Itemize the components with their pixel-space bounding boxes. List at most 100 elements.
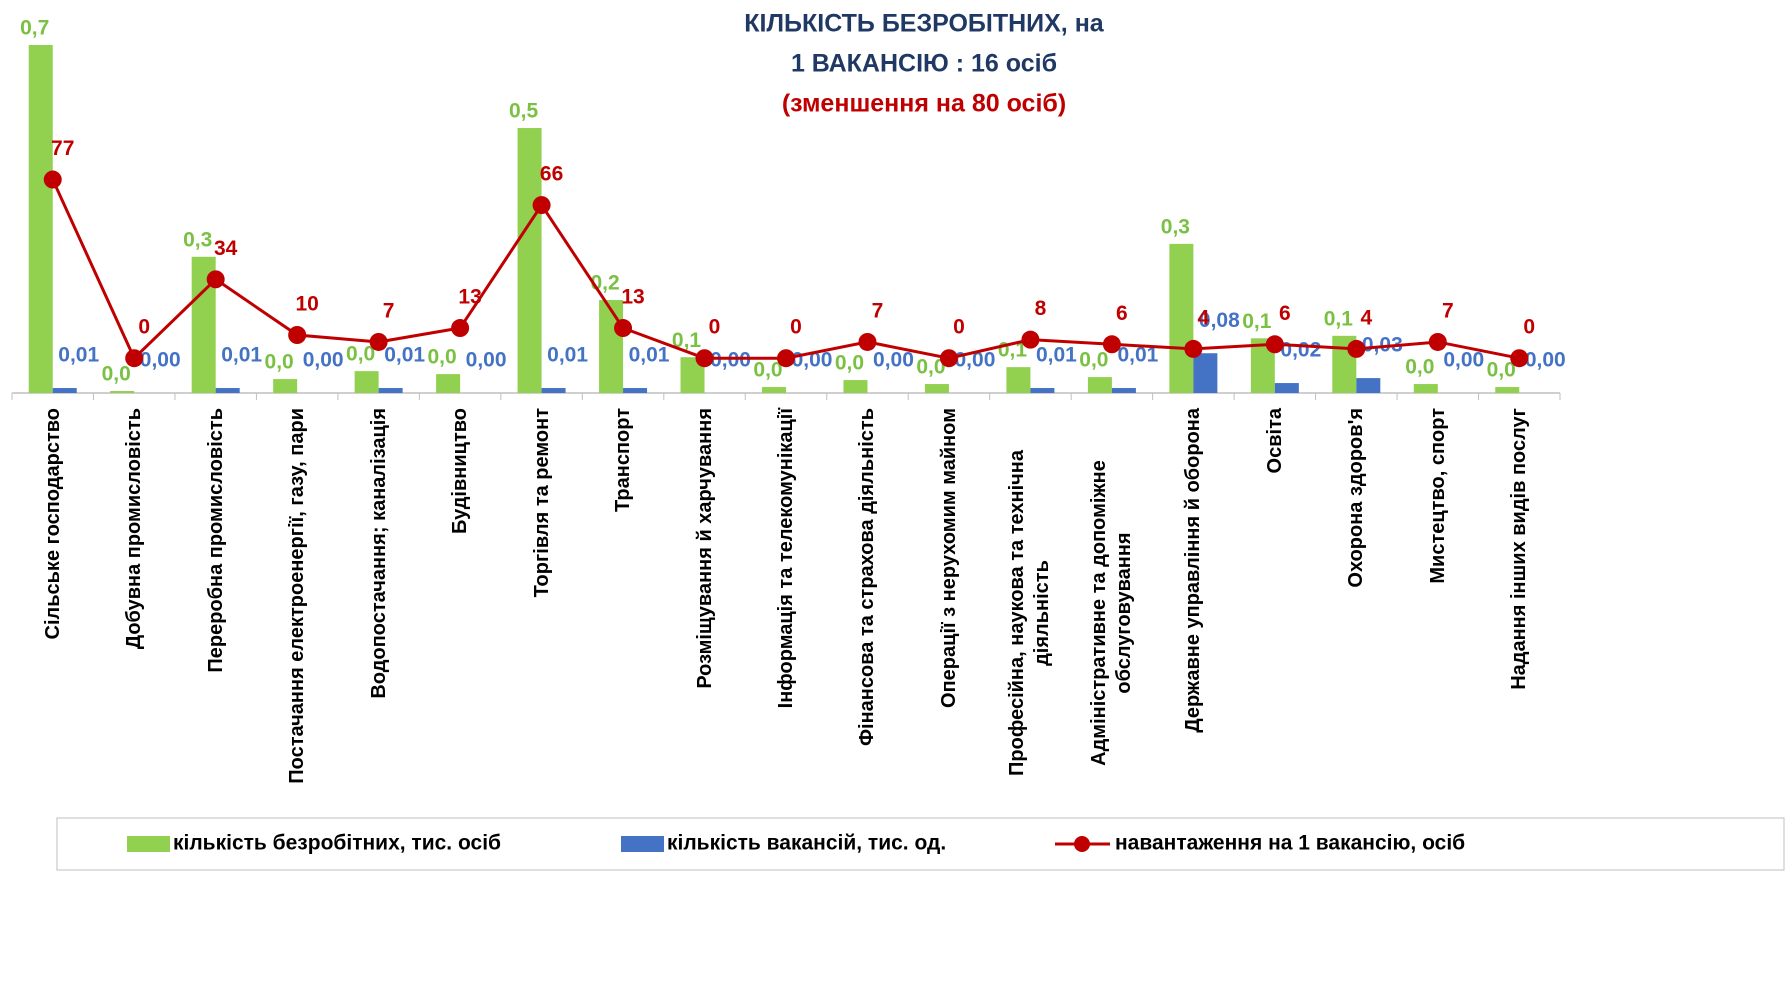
legend-label: кількість вакансій, тис. од. bbox=[667, 832, 946, 855]
x-tick-label: Охорона здоров'я bbox=[1324, 408, 1388, 818]
data-label: 0,03 bbox=[1362, 334, 1403, 357]
bar bbox=[52, 388, 77, 393]
x-tick-label-text: Охорона здоров'я bbox=[1344, 408, 1367, 588]
marker bbox=[43, 170, 62, 189]
x-tick-label-text: Фінансова та страхова діяльність bbox=[855, 408, 878, 747]
data-label: 0,01 bbox=[547, 344, 588, 367]
data-label: 0,00 bbox=[873, 349, 914, 372]
data-label: 0 bbox=[790, 316, 802, 339]
marker bbox=[1347, 339, 1366, 358]
bar bbox=[1356, 378, 1381, 393]
bar bbox=[110, 391, 135, 393]
bar bbox=[541, 388, 566, 393]
data-label: 0,02 bbox=[1280, 339, 1321, 362]
x-tick-label: Торгівля та ремонт bbox=[510, 408, 574, 818]
x-tick-label: Постачання електроенергії, газу, пари bbox=[265, 408, 329, 818]
x-tick-label: Транспорт bbox=[591, 408, 655, 818]
bar bbox=[1413, 384, 1438, 393]
legend-label: кількість безробітних, тис. осіб bbox=[173, 832, 501, 855]
x-tick-label: Водопостачання; каналізація bbox=[347, 408, 411, 818]
data-label: 66 bbox=[540, 163, 563, 186]
x-tick-label-text: Сільське господарство bbox=[41, 408, 64, 640]
data-label: 0,00 bbox=[140, 349, 181, 372]
x-tick-label: Фінансова та страхова діяльність bbox=[835, 408, 899, 818]
marker bbox=[939, 349, 958, 368]
bar bbox=[273, 379, 298, 393]
bar bbox=[1169, 243, 1194, 393]
x-tick-label-text: Транспорт bbox=[611, 408, 634, 513]
x-tick-label-text: Добувна промисловість bbox=[122, 408, 145, 650]
data-label: 0,3 bbox=[1161, 215, 1190, 238]
x-tick-label: Операції з нерухомим майном bbox=[917, 408, 981, 818]
data-label: 6 bbox=[1116, 302, 1128, 325]
data-label: 0,7 bbox=[20, 17, 49, 40]
data-label: 0,01 bbox=[384, 344, 425, 367]
marker bbox=[1184, 339, 1203, 358]
bar bbox=[1495, 387, 1520, 393]
x-tick-label-text: Розміщування й харчування bbox=[693, 408, 716, 689]
x-tick-label-text: Професійна, наукова та технічна діяльніс… bbox=[1006, 450, 1054, 776]
data-label: 0,0 bbox=[835, 352, 864, 375]
chart-title: 1 ВАКАНСІЮ : 16 осіб bbox=[791, 50, 1057, 78]
x-tick-label: Адміністративне та допоміжне обслуговува… bbox=[1080, 408, 1144, 818]
data-label: 0,0 bbox=[102, 363, 131, 386]
x-tick-label: Професійна, наукова та технічна діяльніс… bbox=[998, 408, 1062, 818]
x-tick-label-text: Торгівля та ремонт bbox=[530, 408, 553, 598]
marker bbox=[369, 332, 388, 351]
bar bbox=[1030, 388, 1055, 393]
marker bbox=[695, 349, 714, 368]
data-label: 10 bbox=[295, 293, 318, 316]
marker bbox=[451, 319, 470, 338]
marker bbox=[288, 326, 307, 344]
data-label: 0,08 bbox=[1199, 309, 1240, 332]
x-tick-label-text: Переробна промисловість bbox=[204, 408, 227, 673]
x-tick-label: Мистецтво, спорт bbox=[1406, 408, 1470, 818]
data-label: 0,00 bbox=[1443, 349, 1484, 372]
data-label: 0,0 bbox=[346, 343, 375, 366]
bar bbox=[28, 45, 53, 393]
data-label: 0,0 bbox=[753, 359, 782, 382]
bar bbox=[215, 388, 240, 393]
bar bbox=[354, 371, 379, 393]
data-label: 4 bbox=[1198, 306, 1210, 329]
legend-marker bbox=[1074, 836, 1090, 852]
data-label: 0,00 bbox=[710, 349, 751, 372]
bar bbox=[1111, 388, 1136, 393]
data-label: 0,0 bbox=[265, 351, 294, 374]
data-label: 0,01 bbox=[221, 344, 262, 367]
data-label: 0,0 bbox=[1405, 356, 1434, 379]
data-label: 0,0 bbox=[1487, 359, 1516, 382]
bar bbox=[599, 300, 624, 393]
legend-label: навантаження на 1 вакансію, осіб bbox=[1115, 832, 1465, 855]
data-label: 13 bbox=[621, 286, 644, 309]
data-label: 8 bbox=[1035, 297, 1047, 320]
line bbox=[51, 178, 1520, 361]
marker bbox=[125, 349, 144, 368]
bar bbox=[1274, 383, 1299, 393]
data-label: 77 bbox=[51, 137, 74, 160]
x-tick-label: Державне управління й оборона bbox=[1161, 408, 1225, 818]
chart-title: КІЛЬКІСТЬ БЕЗРОБІТНИХ, на bbox=[744, 10, 1105, 38]
data-label: 4 bbox=[1360, 306, 1372, 329]
data-label: 0,00 bbox=[303, 349, 344, 372]
data-label: 13 bbox=[458, 286, 481, 309]
data-label: 0,01 bbox=[1036, 344, 1077, 367]
data-label: 7 bbox=[1442, 300, 1454, 323]
data-label: 0,3 bbox=[183, 228, 212, 251]
data-label: 7 bbox=[872, 300, 884, 323]
data-label: 0,00 bbox=[1525, 349, 1566, 372]
x-tick-label: Добувна промисловість bbox=[102, 408, 166, 818]
marker bbox=[1510, 349, 1529, 368]
x-tick-label-text: Інформація та телекомунікації bbox=[774, 408, 797, 709]
x-tick-label: Інформація та телекомунікації bbox=[754, 408, 818, 818]
data-label: 0,0 bbox=[1079, 349, 1108, 372]
x-tick-label: Переробна промисловість bbox=[184, 408, 248, 818]
bar bbox=[1193, 353, 1218, 393]
x-tick-label-text: Державне управління й оборона bbox=[1181, 408, 1204, 733]
bar bbox=[843, 380, 868, 393]
data-label: 0,01 bbox=[1117, 344, 1158, 367]
x-tick-label-text: Будівництво bbox=[448, 408, 471, 534]
data-label: 0,0 bbox=[916, 356, 945, 379]
data-label: 34 bbox=[214, 237, 238, 260]
x-tick-label: Освіта bbox=[1243, 408, 1307, 818]
